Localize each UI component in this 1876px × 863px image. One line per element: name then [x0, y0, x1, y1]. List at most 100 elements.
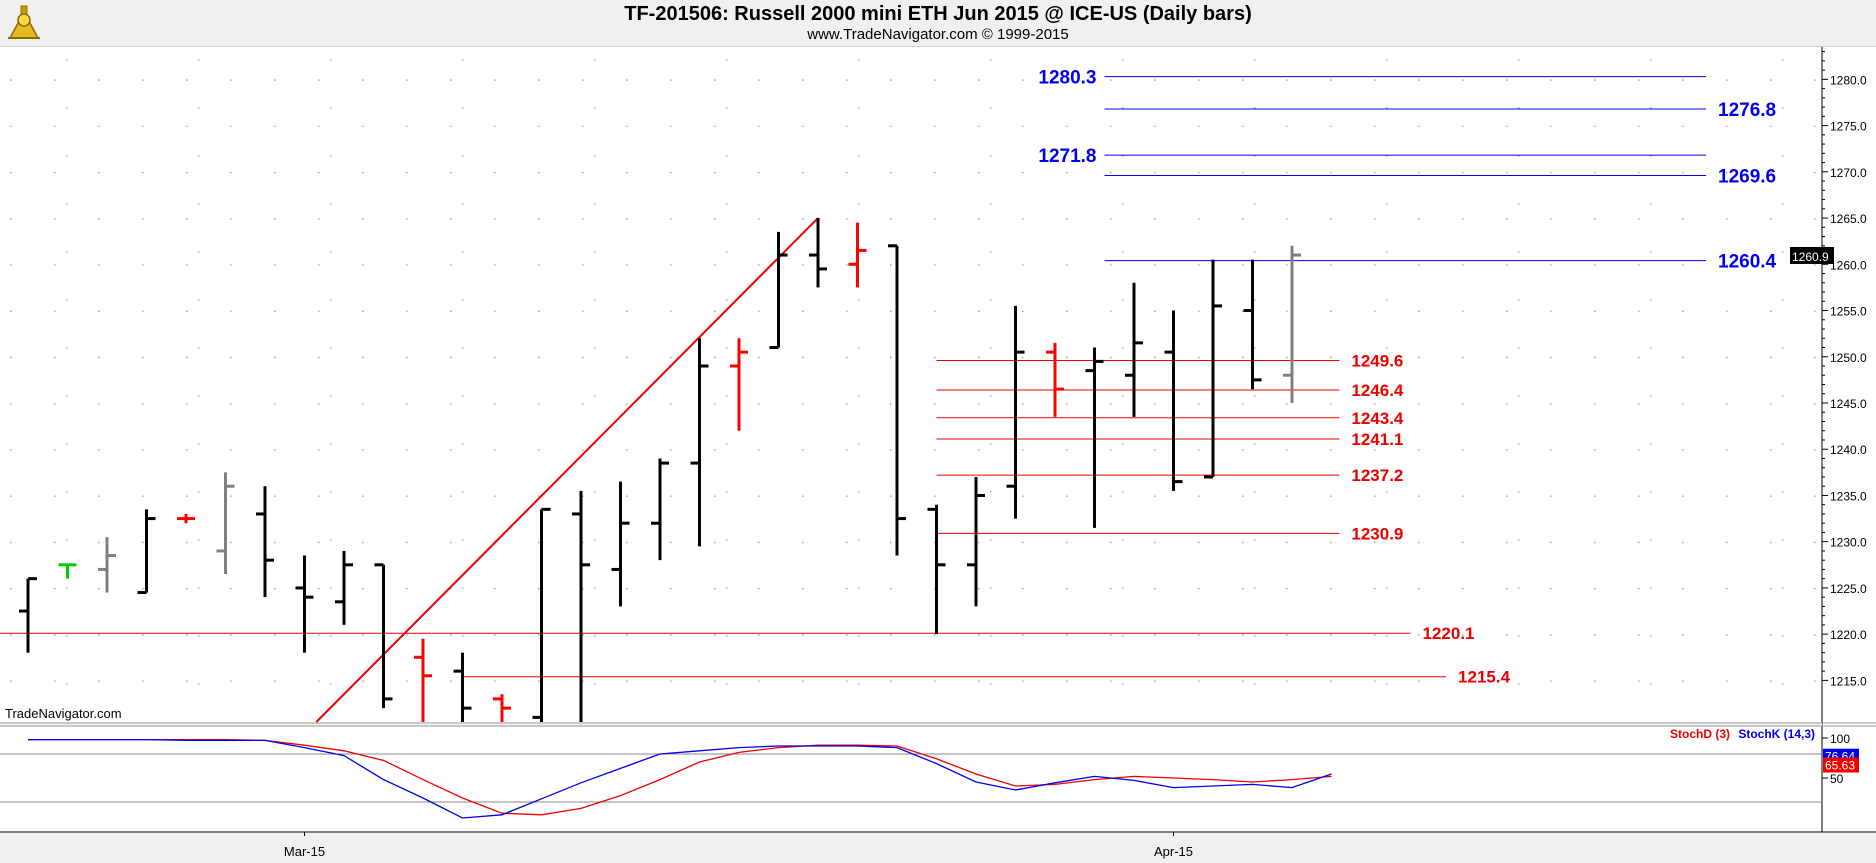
grid-dot — [538, 449, 540, 451]
grid-dot — [1550, 587, 1552, 590]
grid-dot — [758, 634, 760, 636]
grid-dot — [858, 395, 860, 397]
grid-dot — [1418, 125, 1420, 128]
grid-dot — [802, 264, 804, 266]
grid-dot — [230, 264, 232, 266]
grid-dot — [1122, 155, 1124, 157]
grid-dot — [318, 495, 320, 497]
grid-dot — [1286, 495, 1288, 497]
grid-dot — [594, 395, 596, 397]
grid-dot — [1462, 310, 1464, 313]
grid-dot — [450, 449, 452, 451]
grid-dot — [1374, 495, 1376, 497]
grid-dot — [1122, 299, 1124, 301]
grid-dot — [1242, 218, 1244, 220]
grid-dot — [318, 541, 320, 544]
grid-dot — [1594, 264, 1596, 266]
grid-dot — [1770, 171, 1772, 174]
grid-dot — [1286, 449, 1288, 451]
grid-dot — [1374, 680, 1376, 682]
grid-dot — [758, 125, 760, 128]
ohlc-bar — [1164, 310, 1183, 491]
grid-dot — [538, 79, 540, 81]
grid-dot — [1462, 634, 1464, 636]
grid-dot — [1418, 634, 1420, 636]
stoch-line — [28, 738, 1332, 819]
grid-dot — [1638, 171, 1640, 174]
grid-dot — [890, 680, 892, 682]
grid-dot — [1022, 402, 1024, 405]
grid-dot — [318, 125, 320, 128]
grid-dot — [1782, 443, 1784, 445]
grid-dot — [626, 402, 628, 405]
ohlc-bars — [19, 218, 1301, 722]
grid-dot — [10, 634, 12, 636]
grid-dot — [1386, 539, 1388, 541]
grid-dot — [1594, 634, 1596, 636]
grid-dot — [66, 491, 68, 493]
grid-dot — [230, 587, 232, 590]
grid-dot — [726, 539, 728, 541]
grid-dot — [1650, 539, 1652, 541]
grid-dot — [1814, 356, 1816, 359]
grid-dot — [1198, 449, 1200, 451]
grid-dot — [1154, 171, 1156, 174]
grid-dot — [1418, 356, 1420, 359]
grid-dot — [1682, 402, 1684, 405]
grid-dot — [1330, 264, 1332, 266]
x-tick-label: Apr-15 — [1154, 844, 1193, 859]
grid-dot — [318, 79, 320, 81]
grid-dot — [978, 171, 980, 174]
grid-dot — [1154, 541, 1156, 544]
grid-dot — [594, 299, 596, 301]
grid-dot — [450, 541, 452, 544]
grid-dot — [1506, 541, 1508, 544]
grid-dot — [1418, 587, 1420, 590]
grid-dot — [1682, 587, 1684, 590]
grid-dot — [594, 347, 596, 349]
grid-dot — [186, 356, 188, 359]
grid-dot — [726, 683, 728, 685]
grid-dot — [1198, 402, 1200, 405]
grid-dot — [186, 310, 188, 313]
grid-dot — [714, 680, 716, 682]
ohlc-bar — [769, 231, 788, 350]
grid-dot — [1242, 680, 1244, 682]
grid-dot — [1682, 218, 1684, 220]
grid-dot — [1254, 203, 1256, 205]
grid-dot — [846, 449, 848, 451]
grid-dot — [230, 356, 232, 359]
grid-dot — [406, 541, 408, 544]
title-bar: TF-201506: Russell 2000 mini ETH Jun 201… — [0, 0, 1876, 47]
grid-dot — [10, 587, 12, 590]
ohlc-bar — [651, 458, 669, 561]
grid-dot — [846, 587, 848, 590]
grid-dot — [362, 495, 364, 497]
grid-dot — [538, 634, 540, 636]
grid-dot — [494, 79, 496, 81]
grid-dot — [1594, 449, 1596, 451]
grid-dot — [1782, 155, 1784, 157]
grid-dot — [990, 443, 992, 445]
grid-dot — [1518, 299, 1520, 301]
grid-dot — [1110, 587, 1112, 590]
grid-dot — [66, 299, 68, 301]
grid-dot — [626, 218, 628, 220]
grid-dot — [450, 356, 452, 359]
grid-dot — [362, 634, 364, 636]
grid-dot — [274, 402, 276, 405]
grid-dot — [990, 683, 992, 685]
grid-dot — [1682, 495, 1684, 497]
grid-dot — [318, 449, 320, 451]
grid-dot — [1110, 680, 1112, 682]
grid-dot — [1242, 587, 1244, 590]
grid-dot — [726, 443, 728, 445]
grid-dot — [450, 634, 452, 636]
ohlc-bar — [374, 563, 393, 709]
ohlc-bar — [927, 504, 946, 635]
grid-dot — [934, 587, 936, 590]
grid-dot — [1594, 541, 1596, 544]
grid-dot — [1022, 264, 1024, 266]
